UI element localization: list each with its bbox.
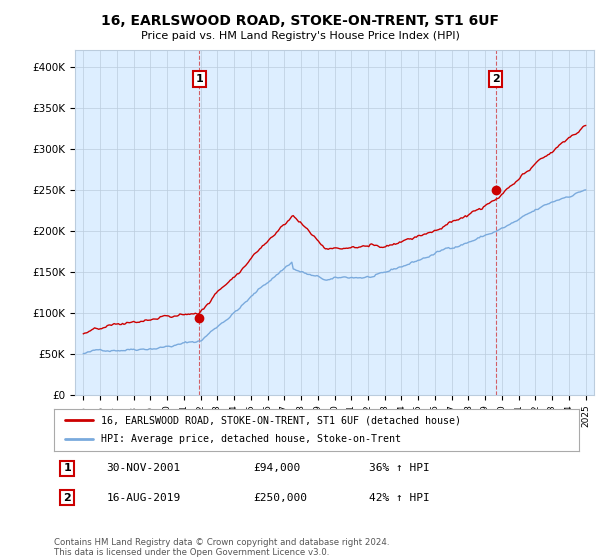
Text: 16-AUG-2019: 16-AUG-2019 [107,493,181,503]
Text: 16, EARLSWOOD ROAD, STOKE-ON-TRENT, ST1 6UF (detached house): 16, EARLSWOOD ROAD, STOKE-ON-TRENT, ST1 … [101,415,461,425]
Text: 36% ↑ HPI: 36% ↑ HPI [369,463,430,473]
Text: HPI: Average price, detached house, Stoke-on-Trent: HPI: Average price, detached house, Stok… [101,435,401,445]
Text: 1: 1 [63,463,71,473]
Text: £94,000: £94,000 [254,463,301,473]
Text: £250,000: £250,000 [254,493,308,503]
Text: 1: 1 [195,74,203,84]
Text: Price paid vs. HM Land Registry's House Price Index (HPI): Price paid vs. HM Land Registry's House … [140,31,460,41]
Text: 30-NOV-2001: 30-NOV-2001 [107,463,181,473]
Text: 42% ↑ HPI: 42% ↑ HPI [369,493,430,503]
Text: 2: 2 [492,74,500,84]
Text: 16, EARLSWOOD ROAD, STOKE-ON-TRENT, ST1 6UF: 16, EARLSWOOD ROAD, STOKE-ON-TRENT, ST1 … [101,14,499,28]
Text: Contains HM Land Registry data © Crown copyright and database right 2024.
This d: Contains HM Land Registry data © Crown c… [54,538,389,557]
Text: 2: 2 [63,493,71,503]
